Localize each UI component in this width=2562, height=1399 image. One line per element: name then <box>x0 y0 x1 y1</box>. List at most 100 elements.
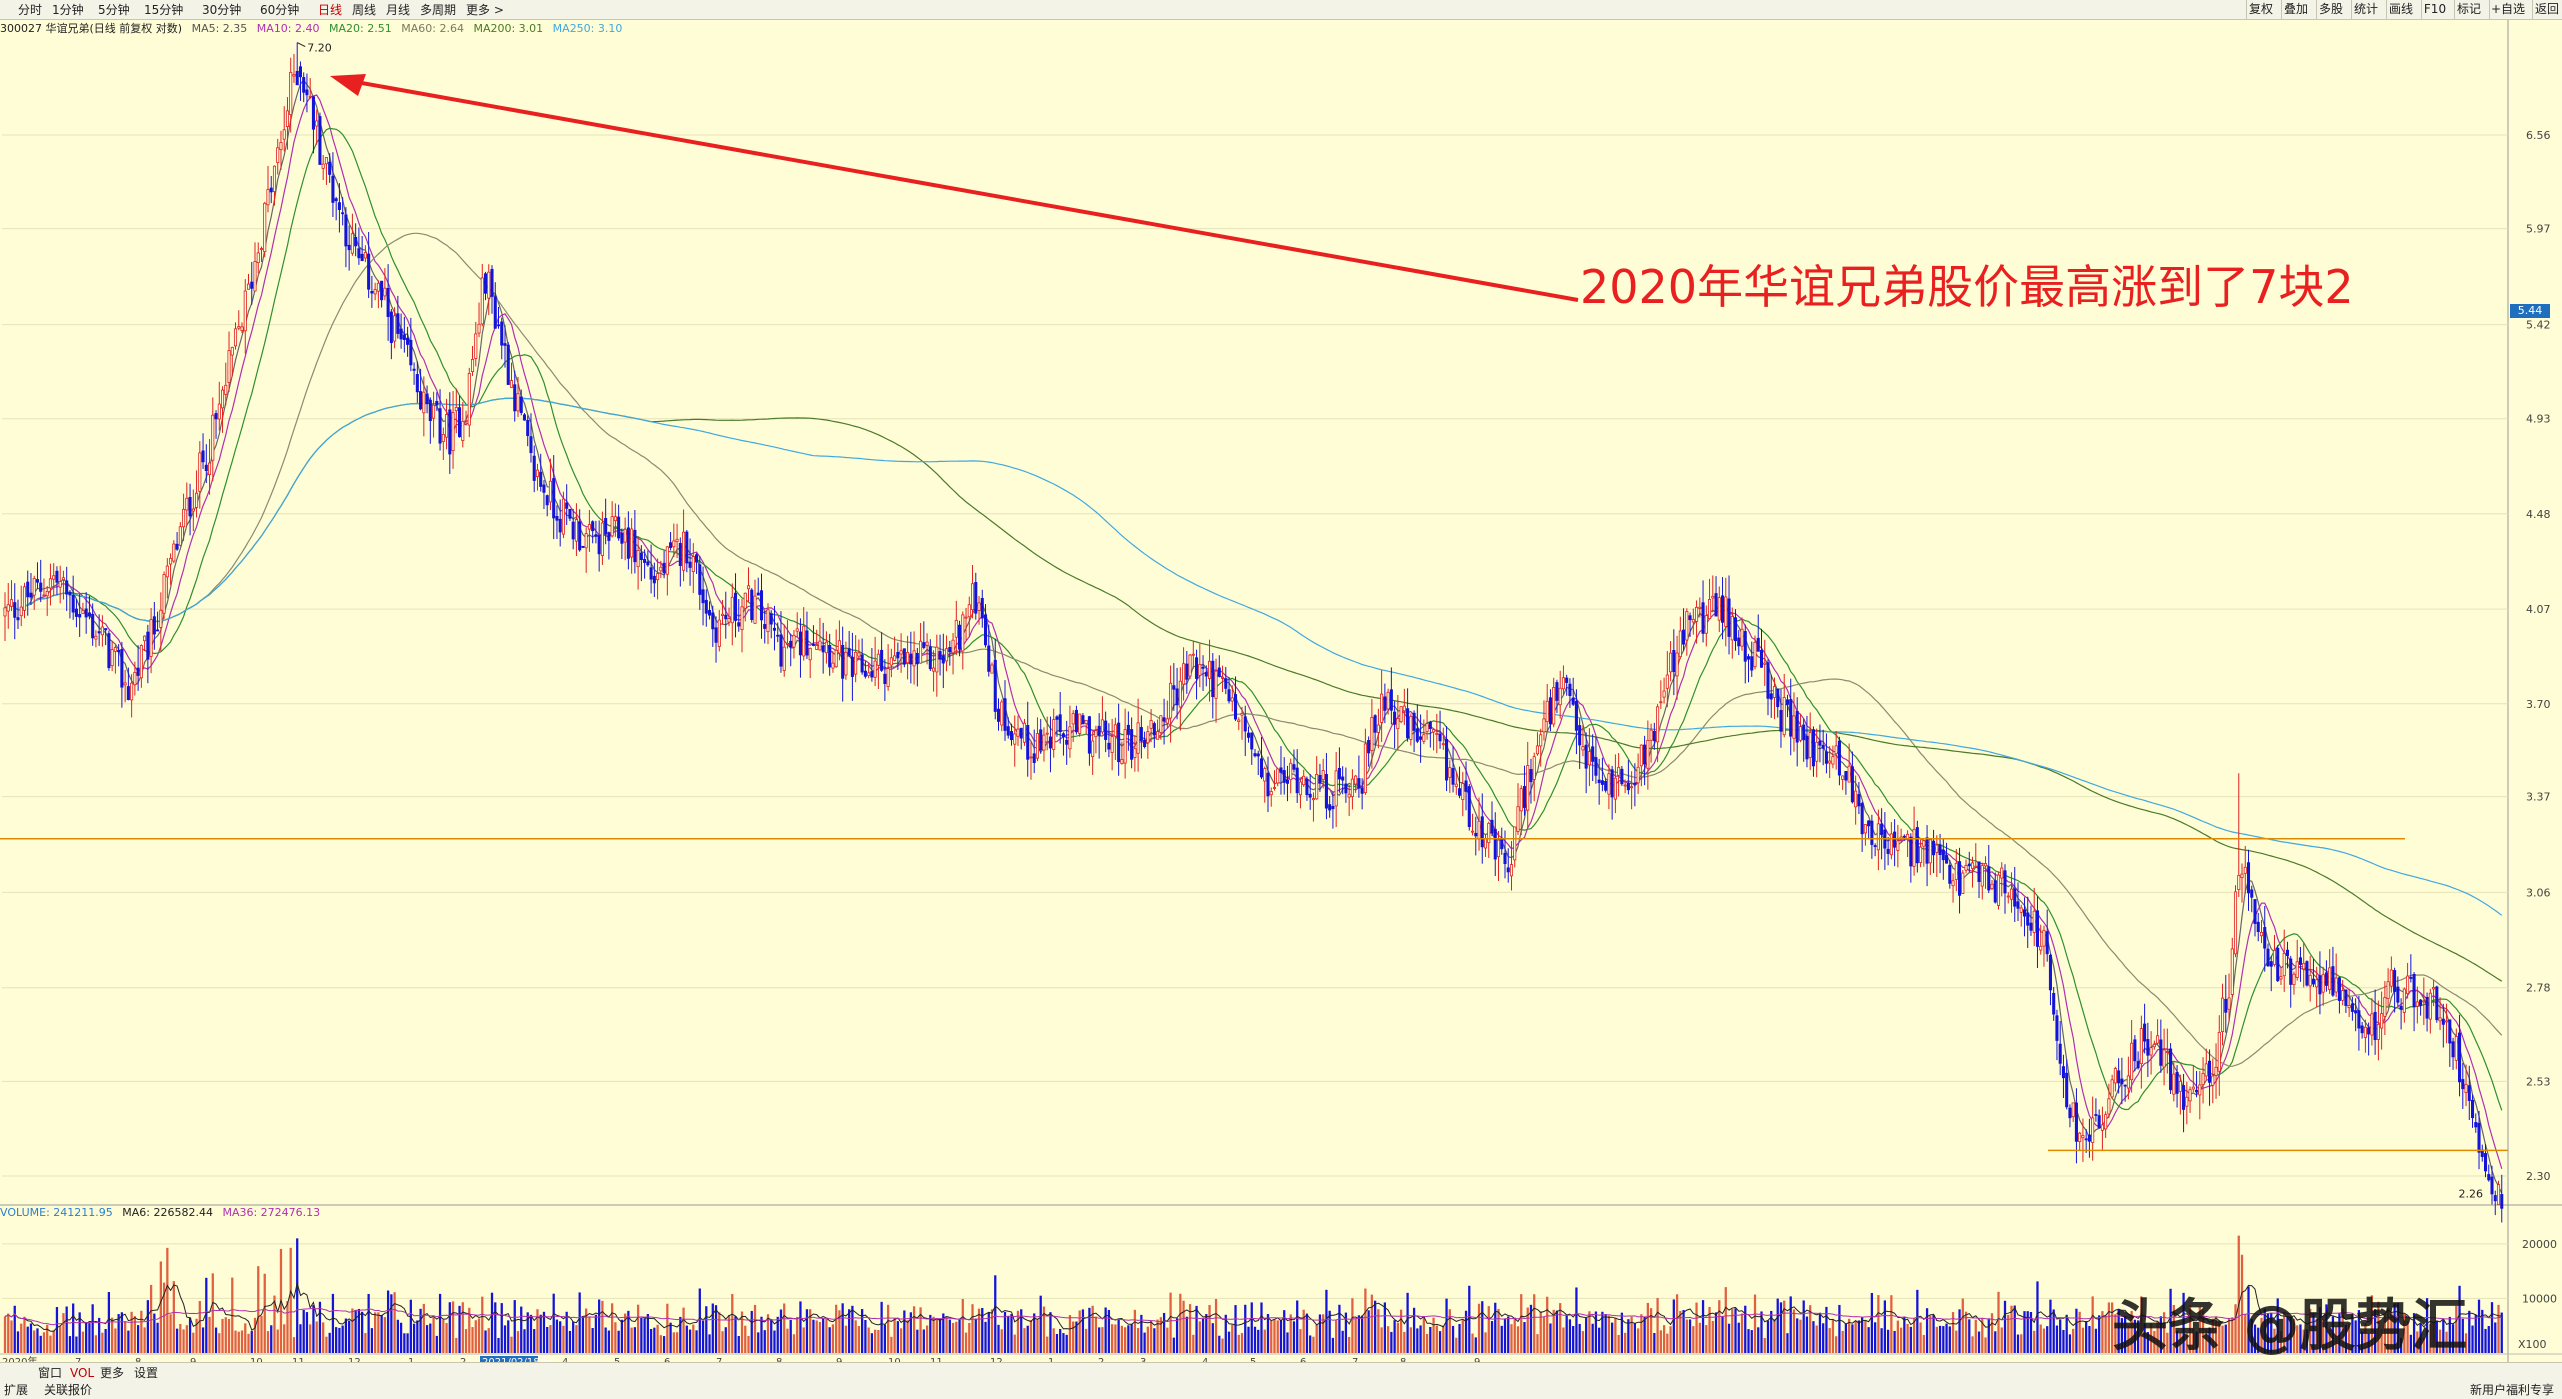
candle-body <box>1763 662 1767 665</box>
candle-body <box>643 559 647 563</box>
candle-body <box>2250 889 2254 898</box>
candle-body <box>1341 776 1345 781</box>
toolbar-button-0[interactable]: 复权 <box>2246 0 2275 19</box>
candle-body <box>1211 660 1215 698</box>
volume-bar <box>1961 1298 1964 1353</box>
candle-body <box>289 71 293 116</box>
ma10-value: MA10: 2.40 <box>256 22 320 35</box>
volume-bar <box>2211 1318 2214 1353</box>
candle-body <box>1522 786 1527 808</box>
volume-bar <box>214 1327 218 1353</box>
bottom-tab-3[interactable]: 设置 <box>134 1366 159 1380</box>
volume-bar <box>873 1329 877 1353</box>
bottom-tab-0[interactable]: 窗口 <box>38 1366 63 1380</box>
candle-body <box>769 613 773 625</box>
volume-bar <box>1120 1325 1124 1353</box>
candle-body <box>376 282 380 292</box>
candle-body <box>1867 820 1871 827</box>
volume-bar <box>1672 1299 1675 1353</box>
period-tab-7[interactable]: 周线 <box>352 3 377 17</box>
volume-bar <box>123 1321 127 1353</box>
candle-body <box>386 287 390 317</box>
period-tab-5[interactable]: 60分钟 <box>260 3 300 17</box>
candle-body <box>1269 791 1273 796</box>
candle-body <box>766 609 770 633</box>
candle-body <box>422 391 426 414</box>
candle-body <box>2341 990 2345 1001</box>
candle-body <box>39 582 43 592</box>
candle-body <box>1149 720 1153 729</box>
period-tab-3[interactable]: 15分钟 <box>144 3 184 17</box>
volume-bar <box>1581 1331 1585 1353</box>
candle-body <box>983 614 988 646</box>
candle-body <box>1685 611 1689 641</box>
volume-bar <box>377 1312 380 1353</box>
volume-bar <box>2377 1301 2380 1353</box>
volume-bar <box>1786 1333 1789 1353</box>
promo-note[interactable]: 新用户福利专享 <box>2470 1383 2555 1397</box>
period-tab-9[interactable]: 多周期 <box>420 3 457 17</box>
candle-body <box>227 350 231 383</box>
volume-bar <box>1477 1303 1481 1353</box>
toolbar-button-5[interactable]: F10 <box>2421 0 2448 19</box>
bottom-tab-2[interactable]: 更多 <box>100 1366 125 1380</box>
period-tab-4[interactable]: 30分钟 <box>202 3 242 17</box>
volume-bar <box>1971 1336 1974 1353</box>
toolbar-button-7[interactable]: +自选 <box>2489 0 2526 19</box>
period-tab-2[interactable]: 5分钟 <box>98 3 130 17</box>
volume-bar <box>2114 1314 2117 1353</box>
candle-body <box>1454 783 1458 787</box>
candle-body <box>1029 756 1033 759</box>
volume-bar <box>1393 1320 1396 1353</box>
volume-bar <box>1503 1318 1507 1353</box>
bottom-link-0[interactable]: 扩展 <box>4 1383 29 1397</box>
candle-body <box>1373 715 1377 733</box>
candle-body <box>1850 766 1854 803</box>
candle-body <box>29 592 33 598</box>
candle-body <box>1714 593 1718 617</box>
volume-bar <box>338 1327 341 1353</box>
candle-body <box>1792 715 1796 739</box>
volume-bar <box>351 1308 354 1353</box>
volume-bar <box>2042 1328 2046 1353</box>
volume-bar <box>1016 1310 1020 1353</box>
volume-bar <box>614 1322 617 1353</box>
toolbar-button-3[interactable]: 统计 <box>2351 0 2380 19</box>
period-tab-1[interactable]: 1分钟 <box>52 3 84 17</box>
candle-body <box>1964 865 1968 871</box>
volume-bar <box>662 1336 666 1353</box>
candle-body <box>1483 838 1488 849</box>
candle-body <box>285 110 290 128</box>
candle-body <box>2386 981 2390 999</box>
volume-bar <box>416 1320 419 1353</box>
candle-body <box>409 339 413 366</box>
period-tab-6[interactable]: 日线 <box>318 3 343 17</box>
volume-bar <box>1244 1304 1247 1353</box>
volume-bar <box>1188 1304 1192 1353</box>
period-tab-0[interactable]: 分时 <box>18 3 43 17</box>
toolbar-button-1[interactable]: 叠加 <box>2281 0 2310 19</box>
volume-bar <box>484 1330 487 1353</box>
volume-bar <box>59 1326 62 1353</box>
candle-body <box>6 604 10 612</box>
toolbar-button-2[interactable]: 多股 <box>2316 0 2345 19</box>
volume-bar <box>1487 1306 1490 1353</box>
candle-body <box>2318 975 2322 995</box>
period-tab-8[interactable]: 月线 <box>386 3 411 17</box>
volume-bar <box>2088 1325 2091 1353</box>
candle-body <box>490 268 494 297</box>
toolbar-button-6[interactable]: 标记 <box>2454 0 2483 19</box>
toolbar-button-4[interactable]: 画线 <box>2386 0 2415 19</box>
toolbar-button-8[interactable]: 返回 <box>2532 0 2561 19</box>
candle-body <box>2458 1032 2462 1083</box>
period-tab-10[interactable]: 更多 > <box>466 3 504 17</box>
volume-bar <box>1835 1336 1838 1353</box>
kline-chart[interactable]: 6.565.975.424.934.484.073.703.373.062.78… <box>0 0 2562 1362</box>
volume-bar <box>721 1331 724 1353</box>
candle-body <box>2126 1075 2130 1089</box>
bottom-link-1[interactable]: 关联报价 <box>44 1383 93 1397</box>
volume-bar <box>753 1304 757 1353</box>
bottom-tab-1[interactable]: VOL <box>70 1366 95 1380</box>
volume-bar <box>1916 1289 1919 1353</box>
ma5-line <box>4 79 2503 1194</box>
